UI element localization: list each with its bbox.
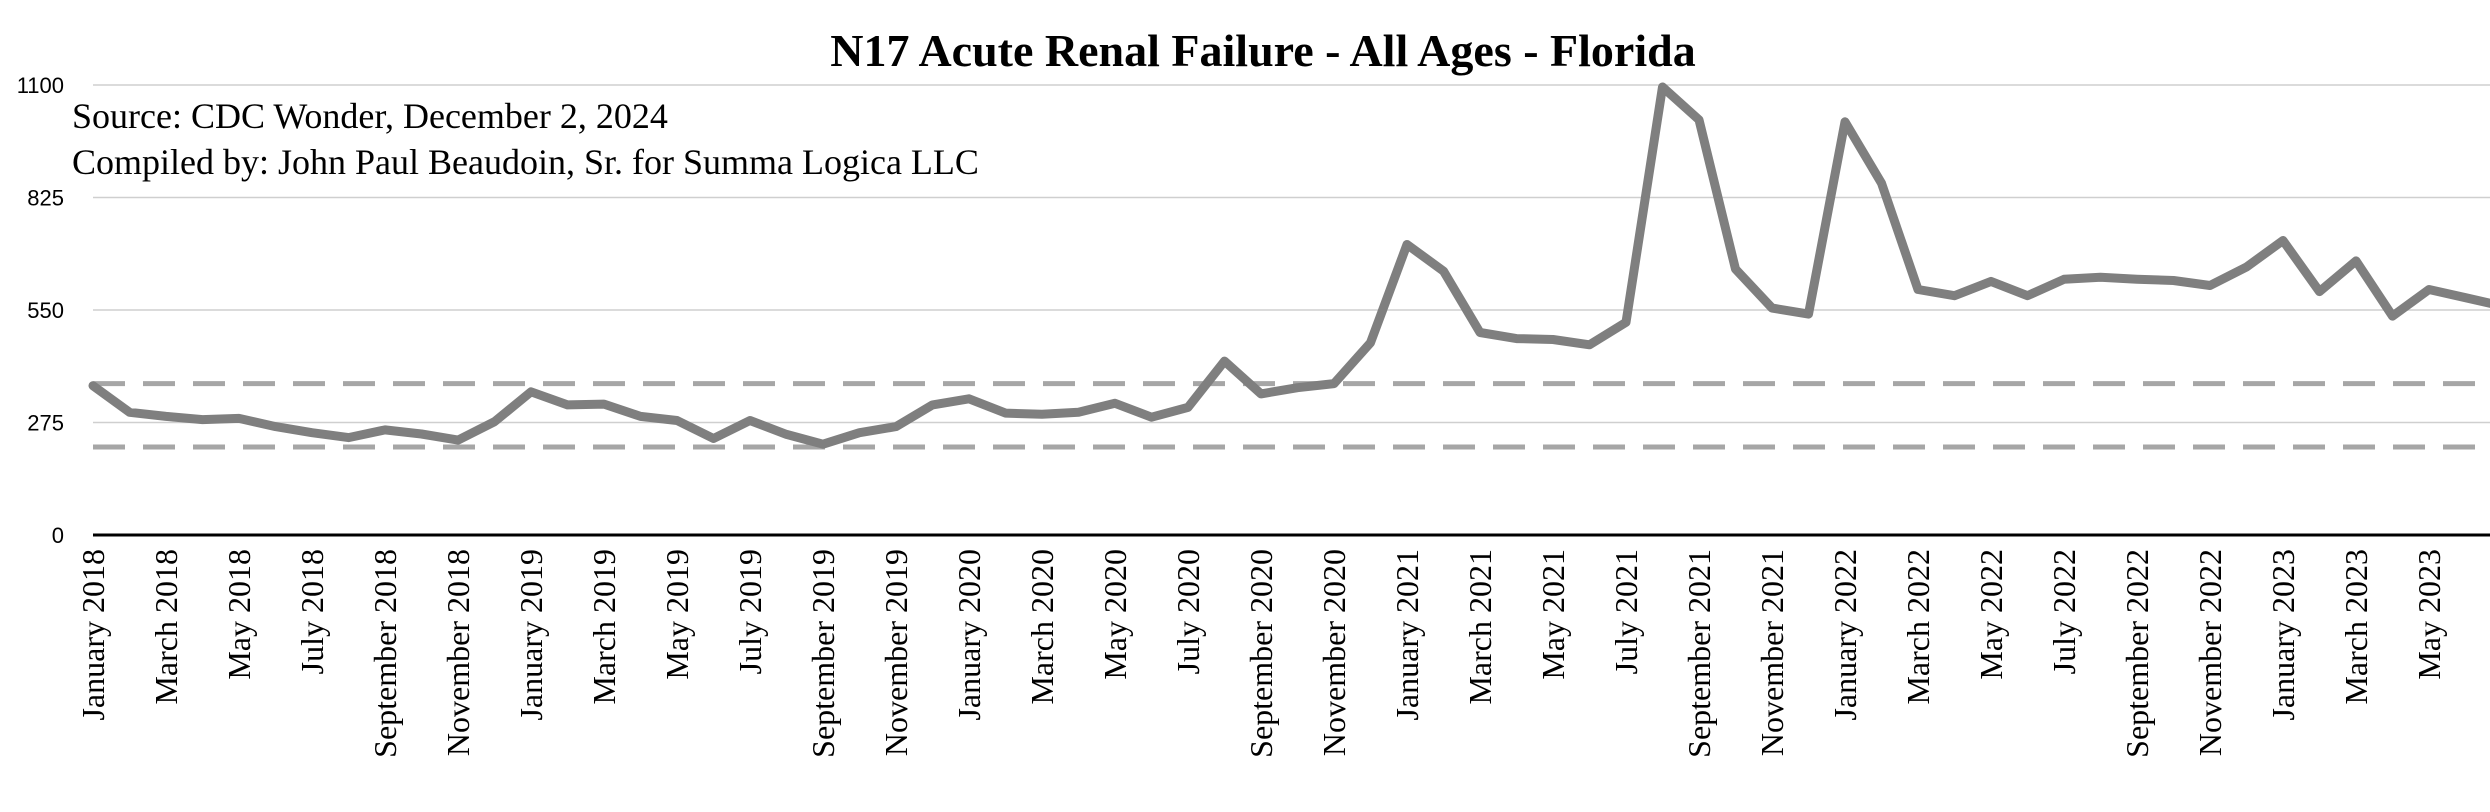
x-tick-label: January 2019 [513,549,549,721]
x-axis-ticks: January 2018 March 2018 May 2018 July 2018 S… [75,549,2490,758]
y-tick-label: 550 [27,298,64,323]
x-tick-label: July 2020 [1170,549,1206,674]
x-tick-label: March 2019 [586,549,622,705]
y-tick-label: 0 [52,523,64,548]
x-tick-label: January 2023 [2265,549,2301,721]
x-tick-label: January 2021 [1389,549,1425,721]
x-tick-label: July 2022 [2046,549,2082,674]
x-tick-label: January 2022 [1827,549,1863,721]
x-tick-label: September 2018 [367,549,403,758]
y-tick-label: 825 [27,186,64,211]
x-tick-label: September 2020 [1243,549,1279,758]
x-tick-label: March 2023 [2338,549,2374,705]
x-tick-label: May 2019 [659,549,695,680]
x-tick-label: September 2021 [1681,549,1717,758]
y-tick-label: 275 [27,411,64,436]
y-axis-ticks: 0 275 550 825 1100 [17,73,64,548]
x-tick-label: July 2019 [732,549,768,674]
x-tick-label: July 2023 [2484,549,2490,674]
x-tick-label: March 2022 [1900,549,1936,705]
source-note: Source: CDC Wonder, December 2, 2024 [72,96,668,136]
compiled-by-note: Compiled by: John Paul Beaudoin, Sr. for… [72,142,979,182]
x-tick-label: September 2022 [2119,549,2155,758]
x-tick-label: May 2021 [1535,549,1571,680]
x-tick-label: November 2020 [1316,549,1352,756]
x-tick-label: November 2022 [2192,549,2228,756]
y-tick-label: 1100 [17,73,64,98]
x-tick-label: May 2023 [2411,549,2447,680]
x-tick-label: November 2019 [878,549,914,756]
x-tick-label: January 2018 [75,549,111,721]
chart-title: N17 Acute Renal Failure - All Ages - Flo… [830,25,1695,76]
series-line [88,82,2490,449]
x-tick-label: March 2020 [1024,549,1060,705]
x-tick-label: May 2020 [1097,549,1133,680]
x-tick-label: July 2018 [294,549,330,674]
x-tick-label: March 2021 [1462,549,1498,705]
x-tick-label: May 2022 [1973,549,2009,680]
x-tick-label: November 2021 [1754,549,1790,756]
gridlines [93,84,2490,424]
x-tick-label: November 2018 [440,549,476,756]
x-tick-label: January 2020 [951,549,987,721]
x-tick-label: May 2018 [221,549,257,680]
x-tick-label: July 2021 [1608,549,1644,674]
x-tick-label: September 2019 [805,549,841,758]
x-tick-label: March 2018 [148,549,184,705]
